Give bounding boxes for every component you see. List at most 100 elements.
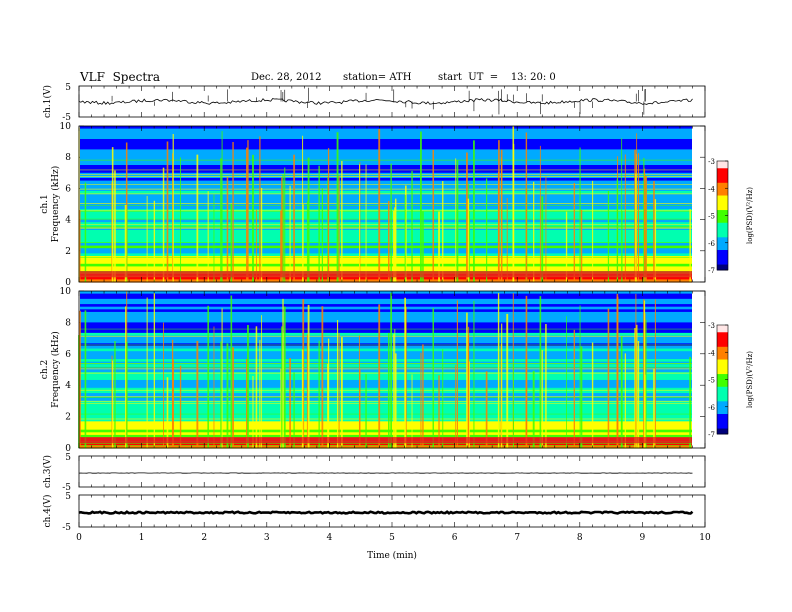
colorbar-cell	[717, 199, 728, 202]
colorbar-tick-label: -5	[708, 377, 715, 385]
colorbar-cell	[717, 343, 728, 346]
colorbar-cell	[717, 330, 728, 333]
spectrogram-cell	[80, 390, 692, 394]
spectrogram-cell	[80, 250, 692, 254]
colorbar-cell	[717, 166, 728, 169]
spectrogram-cell	[80, 427, 692, 431]
colorbar-cell	[717, 375, 728, 379]
spectrogram-cell	[80, 196, 692, 200]
colorbar-cell	[717, 383, 728, 386]
spectrogram-cell	[80, 263, 692, 267]
colorbar-cell	[717, 161, 728, 164]
colorbar-cell	[717, 226, 728, 229]
spectrogram-cell	[80, 377, 692, 381]
spectrogram-cell	[80, 149, 692, 153]
colorbar-cell	[717, 326, 728, 330]
spectrogram-cell	[80, 180, 692, 184]
spectrogram-cell	[80, 348, 692, 352]
spectrogram-cell	[80, 353, 692, 358]
colorbar-cell	[717, 328, 728, 331]
spectrogram-cell	[80, 198, 692, 202]
x-tick-label: 9	[640, 533, 646, 543]
colorbar-cell	[717, 206, 728, 209]
y-axis-label: Frequency (kHz)	[50, 166, 61, 243]
spectrogram-cell	[80, 245, 692, 249]
y-tick-label: 6	[65, 350, 71, 360]
spectrogram-cell	[80, 146, 692, 150]
spectrogram-cell	[80, 206, 692, 210]
colorbar-cell	[717, 363, 728, 366]
spectrogram-cell	[80, 332, 692, 337]
colorbar-tick-label: -4	[708, 349, 715, 357]
start-time-label: start UT = 13: 20: 0	[438, 72, 556, 83]
colorbar-cell	[717, 220, 728, 224]
spectrogram-cell	[80, 429, 692, 433]
colorbar-cell	[717, 195, 728, 198]
colorbar-cell	[717, 266, 728, 269]
spectrogram-cell	[80, 311, 692, 316]
colorbar-cell	[717, 368, 728, 371]
y-tick-label: 10	[60, 287, 72, 297]
colorbar-cell	[717, 341, 728, 344]
colorbar-cell	[717, 204, 728, 207]
spectrogram-cell	[80, 351, 692, 355]
spectrogram-cell	[80, 411, 692, 415]
x-tick-label: 5	[389, 533, 395, 543]
spectrogram-cell	[80, 128, 692, 132]
spectrogram-cell	[80, 306, 692, 310]
spectrogram-cell	[80, 325, 692, 329]
colorbar-tick-label: -5	[708, 213, 715, 221]
colorbar-cell	[717, 337, 728, 341]
colorbar-cell	[717, 412, 728, 415]
x-tick-label: 6	[452, 533, 458, 543]
spectrogram-cell	[80, 217, 692, 221]
spectrogram-cell	[80, 139, 692, 143]
spectrogram-cell	[80, 393, 692, 397]
spectrogram-cell	[80, 403, 692, 407]
colorbar-cell	[717, 208, 728, 211]
spectrogram-cell	[80, 413, 692, 418]
spectrogram-cell	[80, 330, 692, 334]
spectrogram-cell	[80, 170, 692, 174]
x-tick-label: 1	[139, 533, 145, 543]
colorbar-label: log(PSD)(V²/Hz)	[746, 187, 754, 244]
y-axis-label: Frequency (kHz)	[50, 331, 61, 408]
colorbar-tick-label: -7	[708, 431, 715, 439]
spectrogram-cell	[80, 338, 692, 342]
spectrogram-cell	[80, 345, 692, 350]
y-axis-label: ch.1(V)	[42, 85, 53, 118]
y-tick-label: 6	[65, 184, 71, 194]
y-axis-label: ch.3(V)	[42, 455, 53, 488]
colorbar-tick-label: -3	[708, 322, 715, 330]
colorbar-cell	[717, 386, 728, 390]
colorbar-cell	[717, 352, 728, 355]
spectrogram-cell	[80, 317, 692, 321]
spectrogram-cell	[80, 261, 692, 265]
colorbar-cell	[717, 231, 728, 235]
spectrogram-cell	[80, 314, 692, 318]
colorbar-cell	[717, 242, 728, 246]
colorbar-cell	[717, 237, 728, 240]
colorbar-cell	[717, 395, 728, 399]
y-tick-label: 2	[65, 247, 71, 257]
spectrogram-cell	[80, 159, 692, 163]
spectrogram-cell	[80, 359, 692, 363]
colorbar-cell	[717, 171, 728, 175]
waveform-trace	[78, 510, 694, 515]
colorbar-cell	[717, 186, 728, 189]
x-tick-label: 0	[76, 533, 82, 543]
spectrogram-cell	[80, 253, 692, 257]
spectrogram-cell	[80, 340, 692, 344]
spectrogram-cell	[80, 193, 692, 197]
colorbar-cell	[717, 173, 728, 177]
colorbar-cell	[717, 233, 728, 236]
spectrogram-cell	[80, 235, 692, 239]
colorbar-cell	[717, 224, 728, 227]
colorbar-cell	[717, 215, 728, 218]
low-frequency-band	[80, 437, 692, 444]
colorbar-cell	[717, 162, 728, 166]
y-tick-label: 0	[65, 444, 71, 454]
colorbar-cell	[717, 430, 728, 433]
colorbar-cell	[717, 257, 728, 260]
